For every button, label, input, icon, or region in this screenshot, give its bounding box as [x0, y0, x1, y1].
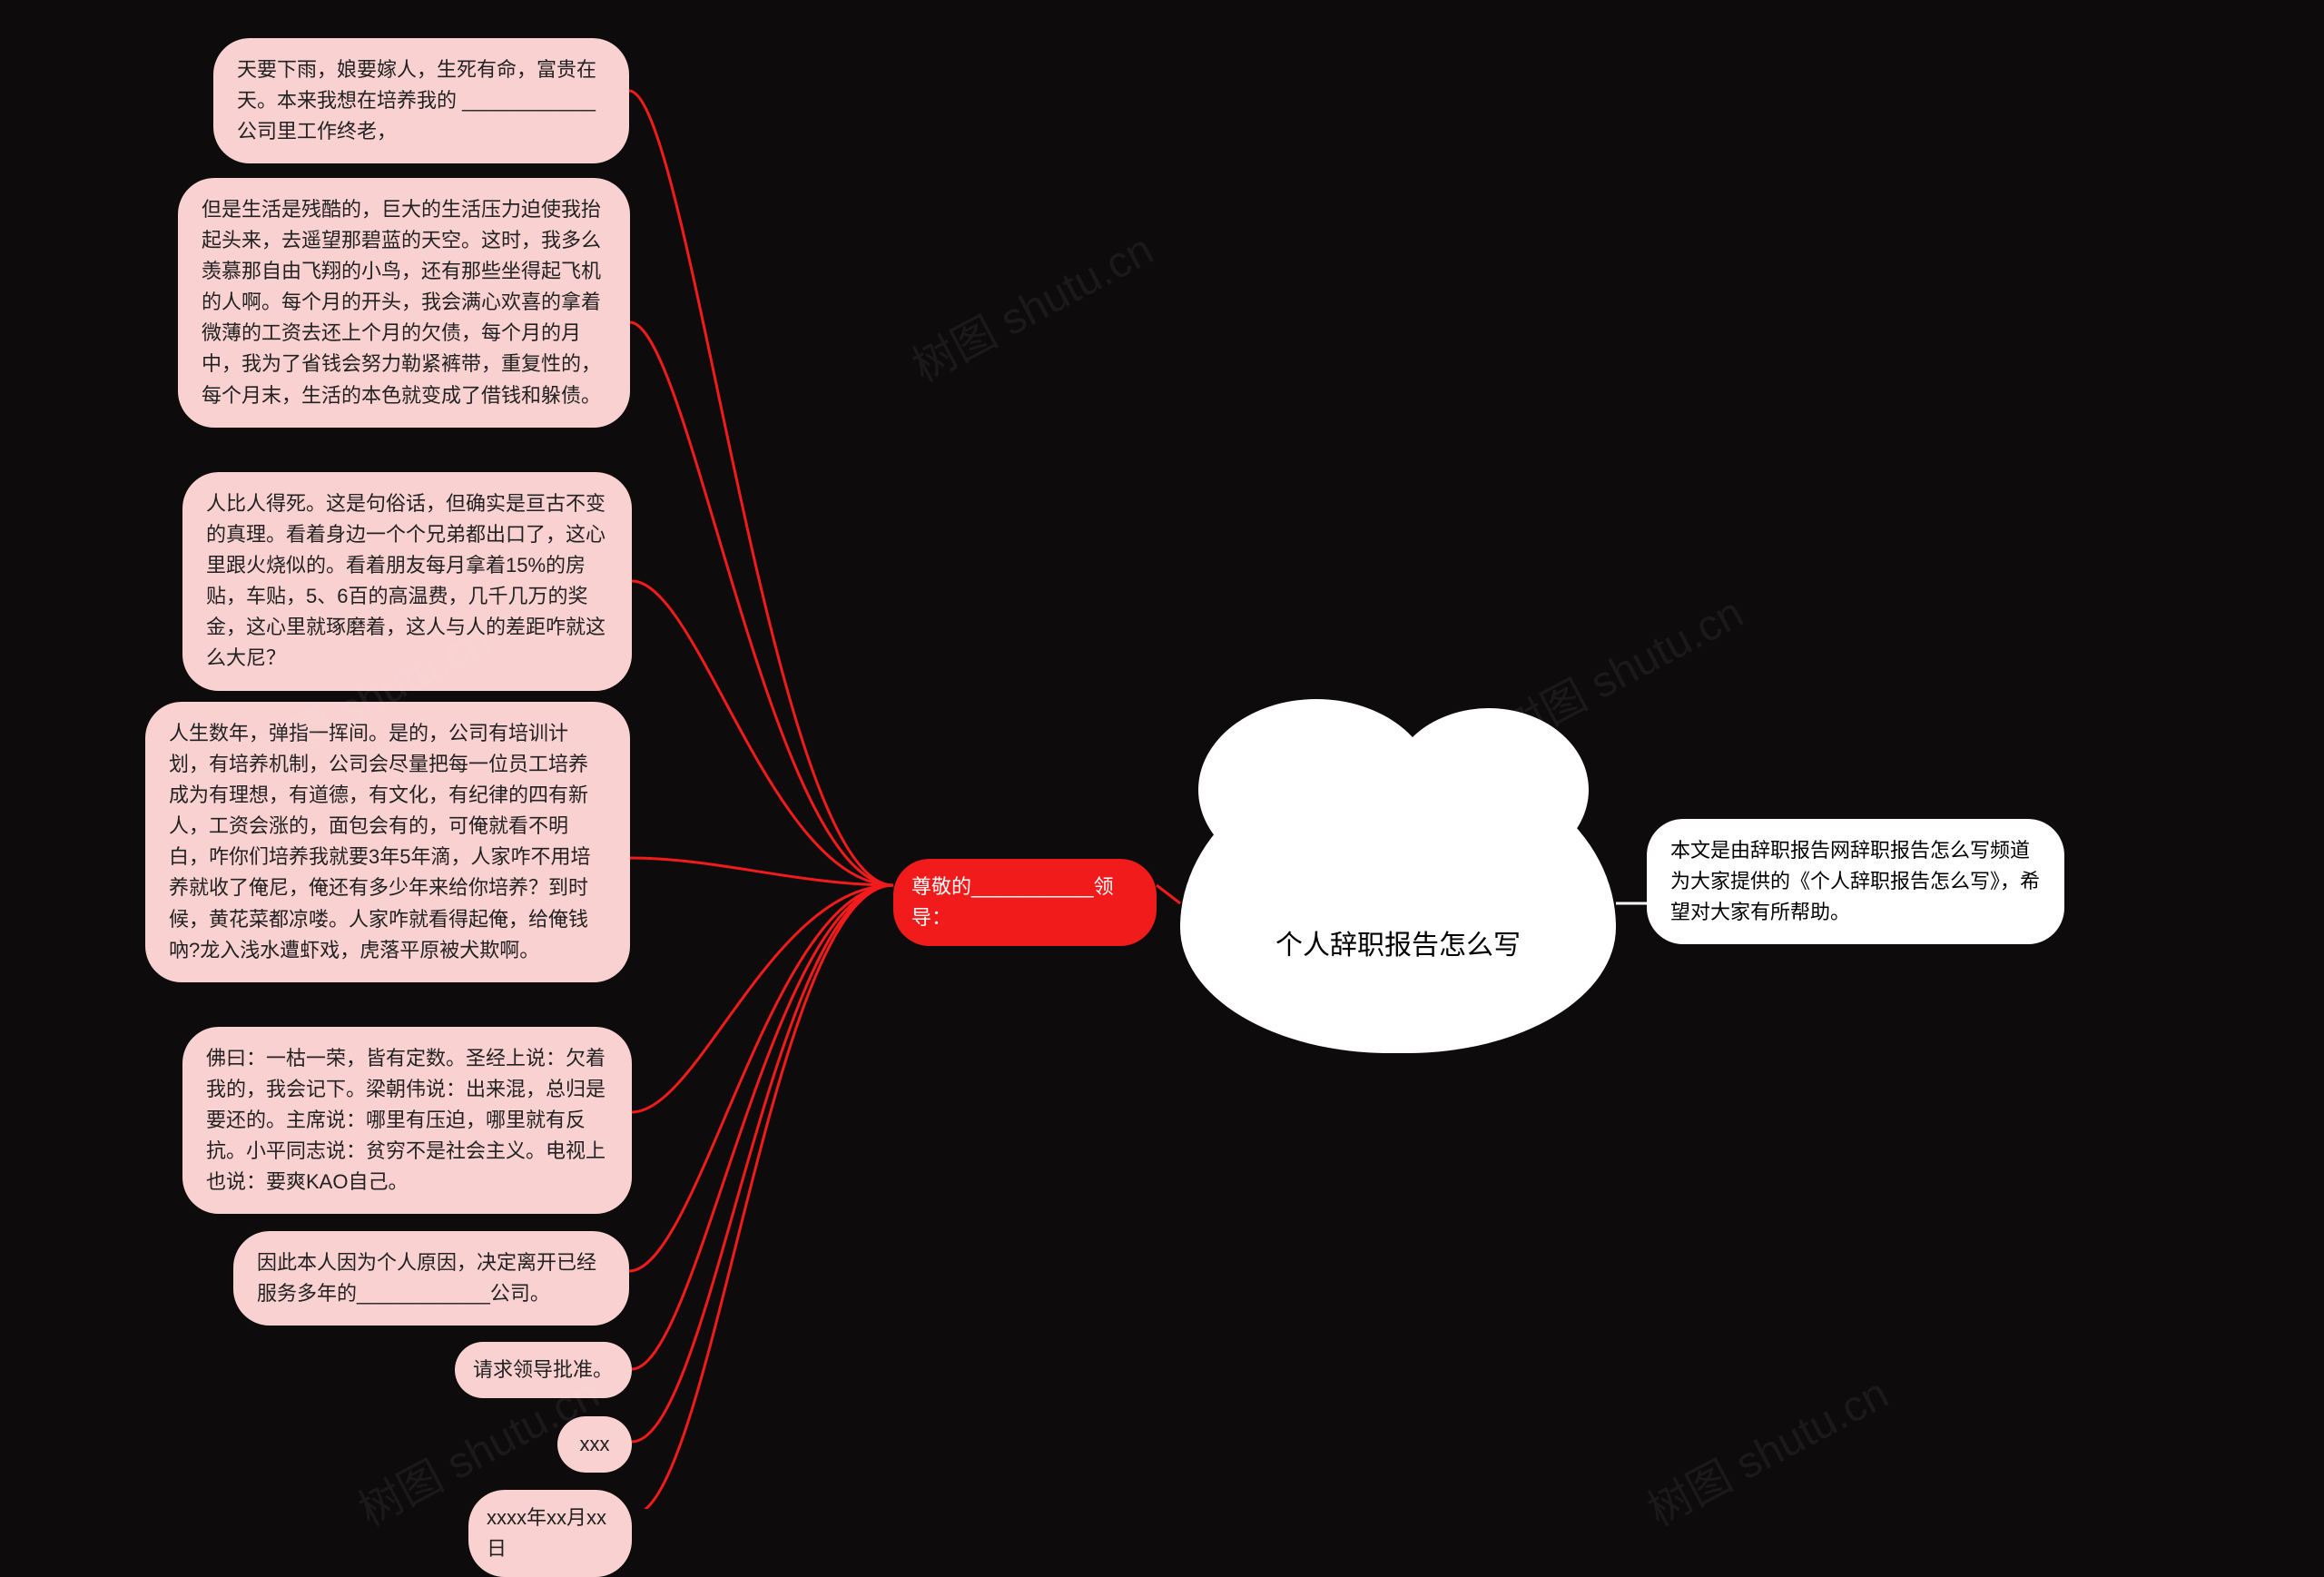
root-node[interactable]: 个人辞职报告怎么写 [1180, 754, 1616, 1053]
edge-lp-n7 [632, 885, 893, 1369]
left-child-label: 天要下雨，娘要嫁人，生死有命，富贵在天。本来我想在培养我的 __________… [237, 58, 596, 143]
edge-lp-n1 [629, 91, 893, 885]
left-child-label: 佛曰：一枯一荣，皆有定数。圣经上说：欠着我的，我会记下。梁朝伟说：出来混，总归是… [206, 1047, 606, 1193]
left-child-node-2[interactable]: 但是生活是残酷的，巨大的生活压力迫使我抬起头来，去遥望那碧蓝的天空。这时，我多么… [178, 178, 630, 428]
edge-lp-n8 [632, 885, 893, 1442]
right-branch-label: 本文是由辞职报告网辞职报告怎么写频道为大家提供的《个人辞职报告怎么写》，希望对大… [1670, 839, 2040, 923]
right-branch-node[interactable]: 本文是由辞职报告网辞职报告怎么写频道为大家提供的《个人辞职报告怎么写》，希望对大… [1647, 819, 2064, 944]
edge-lp-n5 [632, 885, 893, 1112]
edge-lp-n9 [632, 885, 893, 1509]
edge-root-leftparent [1157, 885, 1180, 903]
edge-lp-n3 [632, 581, 893, 885]
left-child-node-6[interactable]: 因此本人因为个人原因，决定离开已经服务多年的____________公司。 [233, 1231, 629, 1326]
left-parent-label: 尊敬的___________领导： [911, 875, 1114, 929]
left-parent-node[interactable]: 尊敬的___________领导： [893, 859, 1157, 946]
edge-lp-n4 [630, 858, 893, 885]
left-child-label: xxx [580, 1433, 610, 1455]
left-child-label: 因此本人因为个人原因，决定离开已经服务多年的____________公司。 [257, 1251, 596, 1305]
left-child-node-1[interactable]: 天要下雨，娘要嫁人，生死有命，富贵在天。本来我想在培养我的 __________… [213, 38, 629, 163]
left-child-label: xxxx年xx月xx日 [487, 1506, 606, 1560]
left-child-node-8[interactable]: xxx [557, 1416, 632, 1473]
left-child-node-4[interactable]: 人生数年，弹指一挥间。是的，公司有培训计划，有培养机制，公司会尽量把每一位员工培… [145, 702, 630, 982]
left-child-label: 请求领导批准。 [473, 1358, 613, 1381]
left-child-node-7[interactable]: 请求领导批准。 [455, 1342, 632, 1398]
left-child-label: 人生数年，弹指一挥间。是的，公司有培训计划，有培养机制，公司会尽量把每一位员工培… [169, 722, 590, 961]
edge-lp-n2 [630, 322, 893, 885]
left-child-label: 人比人得死。这是句俗话，但确实是亘古不变的真理。看着身边一个个兄弟都出口了，这心… [206, 492, 606, 669]
left-child-node-3[interactable]: 人比人得死。这是句俗话，但确实是亘古不变的真理。看着身边一个个兄弟都出口了，这心… [182, 472, 632, 691]
left-child-node-9[interactable]: xxxx年xx月xx日 [468, 1490, 632, 1577]
root-node-label: 个人辞职报告怎么写 [1275, 922, 1521, 962]
edge-lp-n6 [629, 885, 893, 1271]
left-child-label: 但是生活是残酷的，巨大的生活压力迫使我抬起头来，去遥望那碧蓝的天空。这时，我多么… [202, 198, 601, 407]
left-child-node-5[interactable]: 佛曰：一枯一荣，皆有定数。圣经上说：欠着我的，我会记下。梁朝伟说：出来混，总归是… [182, 1027, 632, 1214]
mindmap-canvas: 个人辞职报告怎么写 本文是由辞职报告网辞职报告怎么写频道为大家提供的《个人辞职报… [0, 0, 2324, 1509]
